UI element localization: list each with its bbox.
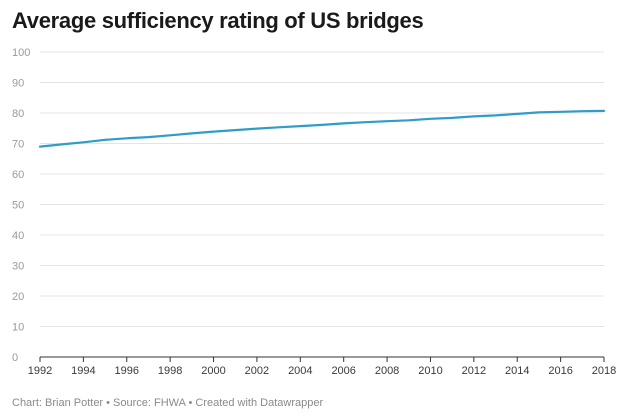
x-tick-label: 2018 [592, 365, 616, 377]
x-tick-label: 1992 [28, 365, 52, 377]
x-tick-label: 1996 [115, 365, 139, 377]
y-tick-label: 70 [12, 139, 24, 151]
x-tick-label: 2002 [245, 365, 269, 377]
y-tick-label: 80 [12, 108, 24, 120]
y-tick-label: 60 [12, 169, 24, 181]
x-tick-label: 2014 [505, 365, 529, 377]
x-tick-label: 2000 [201, 365, 225, 377]
x-tick-label: 2004 [288, 365, 312, 377]
chart-title: Average sufficiency rating of US bridges [12, 8, 424, 33]
y-tick-label: 10 [12, 322, 24, 334]
x-tick-label: 2010 [418, 365, 442, 377]
y-tick-label: 50 [12, 200, 24, 212]
x-tick-label: 1994 [71, 365, 95, 377]
x-tick-label: 2012 [462, 365, 486, 377]
x-tick-label: 1998 [158, 365, 182, 377]
x-tick-label: 2016 [548, 365, 572, 377]
y-tick-label: 20 [12, 291, 24, 303]
x-tick-label: 2006 [331, 365, 355, 377]
series-line [38, 109, 606, 148]
y-tick-label: 90 [12, 78, 24, 90]
y-tick-label: 0 [12, 352, 18, 364]
y-tick-label: 100 [12, 47, 30, 59]
y-tick-label: 30 [12, 261, 24, 273]
x-tick-label: 2008 [375, 365, 399, 377]
chart-footer: Chart: Brian Potter • Source: FHWA • Cre… [12, 397, 324, 409]
y-tick-label: 40 [12, 230, 24, 242]
